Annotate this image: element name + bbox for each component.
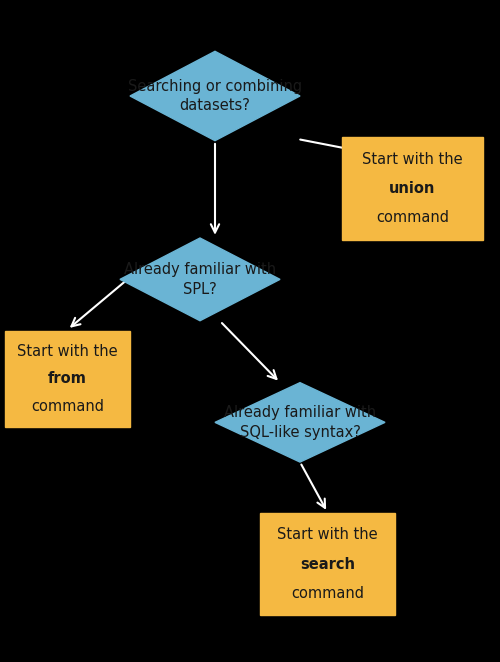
Text: Start with the: Start with the — [362, 152, 463, 167]
Text: Searching or combining
datasets?: Searching or combining datasets? — [128, 79, 302, 113]
Polygon shape — [120, 238, 280, 321]
FancyBboxPatch shape — [342, 138, 482, 240]
Text: command: command — [291, 586, 364, 601]
Text: Start with the: Start with the — [17, 344, 118, 359]
FancyBboxPatch shape — [5, 331, 130, 427]
Text: command: command — [376, 211, 449, 226]
Text: Already familiar with
SPL?: Already familiar with SPL? — [124, 262, 276, 297]
Text: Start with the: Start with the — [277, 527, 378, 542]
FancyBboxPatch shape — [260, 512, 395, 616]
Text: union: union — [390, 181, 436, 196]
Polygon shape — [130, 52, 300, 141]
Text: from: from — [48, 371, 87, 386]
Text: command: command — [31, 399, 104, 414]
Text: search: search — [300, 557, 355, 571]
Text: Already familiar with
SQL-like syntax?: Already familiar with SQL-like syntax? — [224, 405, 376, 440]
Polygon shape — [215, 383, 385, 462]
